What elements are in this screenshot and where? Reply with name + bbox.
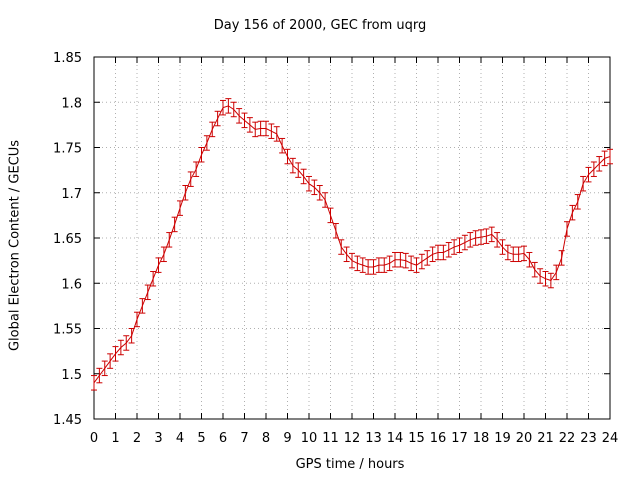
x-tick-label: 11: [322, 431, 339, 446]
y-tick-label: 1.6: [61, 277, 82, 292]
x-tick-label: 18: [473, 431, 490, 446]
x-tick-label: 13: [365, 431, 382, 446]
x-tick-label: 23: [580, 431, 597, 446]
y-tick-label: 1.5: [61, 368, 82, 383]
grid-lines: [94, 57, 610, 419]
y-axis-label: Global Electron Content / GECUs: [7, 139, 23, 352]
y-tick-label: 1.55: [53, 323, 82, 338]
x-tick-label: 21: [537, 431, 554, 446]
x-tick-label: 17: [451, 431, 468, 446]
x-tick-label: 7: [240, 431, 248, 446]
x-axis-label: GPS time / hours: [295, 457, 405, 472]
x-tick-label: 3: [154, 431, 162, 446]
x-tick-label: 16: [430, 431, 447, 446]
x-tick-label: 24: [602, 431, 619, 446]
x-tick-label: 4: [176, 431, 184, 446]
y-tick-label: 1.65: [53, 232, 82, 247]
x-tick-label: 6: [219, 431, 227, 446]
axis-ticks: 0 1 2 3 4 5 6 7 8 9 10 11 12 13 14 15 16 17 18 19 20 21 22 23 24…: [53, 51, 618, 446]
x-tick-label: 10: [301, 431, 318, 446]
x-tick-label: 5: [197, 431, 205, 446]
x-tick-label: 0: [90, 431, 98, 446]
y-tick-label: 1.75: [53, 142, 82, 157]
x-tick-label: 2: [133, 431, 141, 446]
y-tick-label: 1.85: [53, 51, 82, 66]
x-tick-label: 19: [494, 431, 511, 446]
y-tick-label: 1.7: [61, 187, 82, 202]
x-tick-label: 9: [283, 431, 291, 446]
x-tick-label: 14: [387, 431, 404, 446]
x-tick-label: 8: [262, 431, 270, 446]
x-tick-label: 22: [559, 431, 576, 446]
x-tick-label: 12: [344, 431, 361, 446]
series-gec: [91, 98, 613, 391]
y-tick-label: 1.45: [53, 413, 82, 428]
y-tick-label: 1.8: [61, 96, 82, 111]
x-tick-label: 15: [408, 431, 425, 446]
x-tick-label: 1: [111, 431, 119, 446]
x-tick-label: 20: [516, 431, 533, 446]
chart-title: Day 156 of 2000, GEC from uqrg: [213, 18, 427, 33]
